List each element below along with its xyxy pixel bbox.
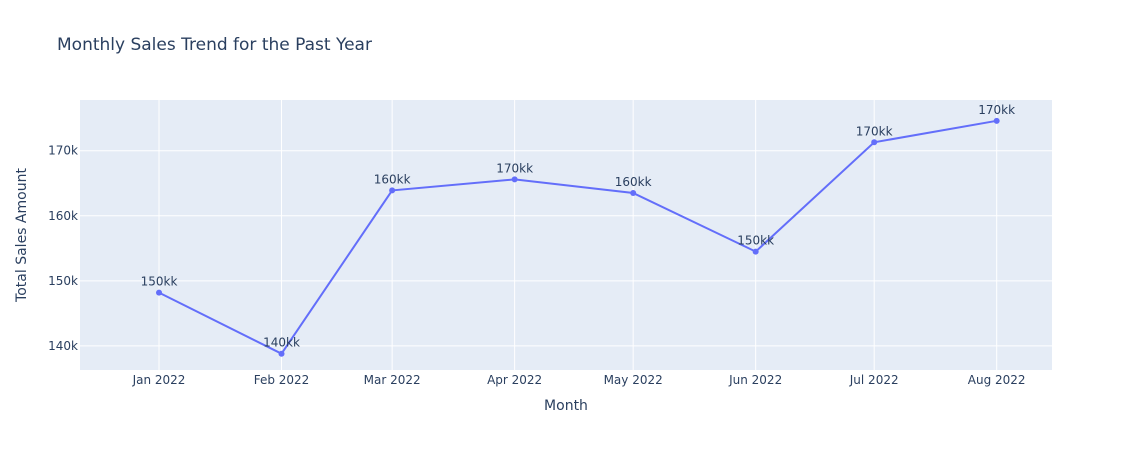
data-label: 170kk [978,103,1015,117]
x-tick-label: Mar 2022 [364,373,421,387]
y-tick-label: 170k [48,144,78,158]
x-axis-label: Month [544,398,588,414]
x-tick-label: Jan 2022 [132,373,186,387]
data-point [993,117,1000,124]
x-tick-label: May 2022 [604,373,663,387]
x-tick-label: Feb 2022 [254,373,310,387]
plot-area [80,100,1052,370]
x-tick-label: Apr 2022 [487,373,542,387]
data-point [871,139,878,146]
data-label: 150kk [737,234,774,248]
y-tick-label: 150k [48,274,78,288]
data-point [511,176,518,183]
x-tick-label: Jun 2022 [728,373,782,387]
data-points [156,117,1000,357]
grid-lines [80,100,1052,370]
y-tick-label: 140k [48,339,78,353]
x-tick-label: Aug 2022 [968,373,1026,387]
data-point [752,248,759,255]
data-label: 160kk [615,175,652,189]
series-line [158,119,997,355]
data-point [278,350,285,357]
tick-labels: Jan 2022 Feb 2022 Mar 2022 Apr 2022 May 2022… [48,144,1025,387]
y-axis-label: Total Sales Amount [14,168,30,303]
data-point [156,289,163,296]
data-label: 170kk [856,124,893,138]
data-label: 150kk [141,275,178,289]
data-point [630,190,637,197]
data-labels: 150kk 140kk 160kk 170kk 160kk 150kk 170kk 170kk [141,103,1016,350]
data-label: 140kk [263,336,300,350]
data-label: 160kk [374,172,411,186]
y-tick-label: 160k [48,209,78,223]
data-point [389,187,396,194]
chart-title: Monthly Sales Trend for the Past Year [57,35,372,55]
data-label: 170kk [496,161,533,175]
x-tick-label: Jul 2022 [849,373,899,387]
